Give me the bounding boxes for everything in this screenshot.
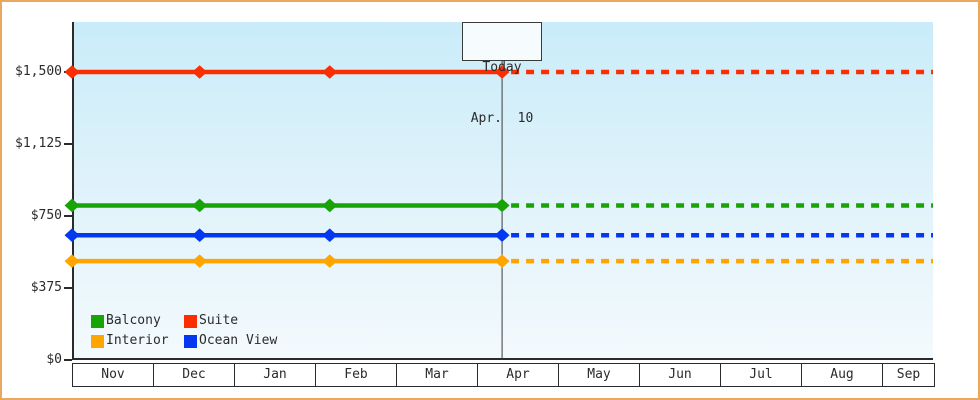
month-cell-jan: Jan: [235, 364, 316, 386]
y-tick-label: $1,125: [15, 136, 62, 151]
month-cell-nov: Nov: [73, 364, 154, 386]
legend-swatch-suite: [184, 314, 197, 328]
legend-item-interior: Interior: [91, 334, 184, 348]
legend-label: Suite: [199, 313, 239, 328]
legend-swatch-interior: [91, 334, 104, 348]
legend-item-ocean-view: Ocean View: [184, 334, 277, 348]
legend-swatch-balcony: [91, 314, 104, 328]
y-tick-label: $0: [46, 352, 62, 367]
legend-label: Ocean View: [199, 333, 278, 348]
legend-item-suite: Suite: [184, 314, 277, 328]
y-tick-mark: [64, 215, 72, 217]
month-cell-may: May: [559, 364, 640, 386]
month-cell-mar: Mar: [397, 364, 478, 386]
month-cell-dec: Dec: [154, 364, 235, 386]
today-date: Apr. 10: [470, 111, 534, 126]
month-cell-feb: Feb: [316, 364, 397, 386]
y-tick-label: $1,500: [15, 64, 62, 79]
month-cell-jun: Jun: [640, 364, 721, 386]
today-annotation-box: Today Apr. 10: [462, 22, 542, 126]
x-axis-month-row: Nov Dec Jan Feb Mar Apr May Jun Jul Aug Sep: [72, 363, 935, 387]
month-cell-apr: Apr: [478, 364, 559, 386]
y-tick-mark: [64, 359, 72, 361]
legend-label: Balcony: [106, 313, 161, 328]
y-tick-mark: [64, 71, 72, 73]
legend-swatch-ocean-view: [184, 334, 197, 348]
legend-item-balcony: Balcony: [91, 314, 184, 328]
legend-label: Interior: [106, 333, 169, 348]
month-cell-aug: Aug: [802, 364, 883, 386]
y-tick-label: $750: [30, 208, 62, 223]
legend: Balcony Suite Interior Ocean View: [91, 314, 277, 348]
y-tick-label: $375: [30, 280, 62, 295]
y-tick-mark: [64, 287, 72, 289]
month-cell-sep: Sep: [896, 367, 921, 382]
y-tick-mark: [64, 143, 72, 145]
month-cell-jul: Jul: [721, 364, 802, 386]
today-label: Today: [482, 60, 522, 75]
